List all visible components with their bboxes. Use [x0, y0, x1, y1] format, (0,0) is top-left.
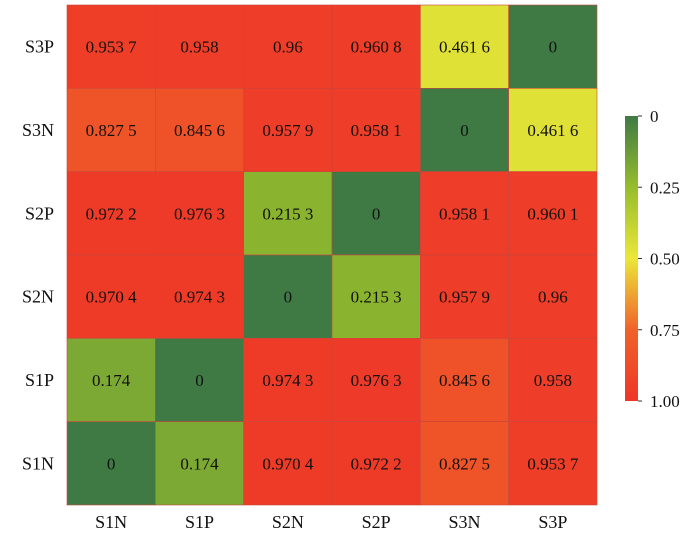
cell-value-label: 0.215 3: [351, 288, 402, 307]
y-tick-label: S2P: [25, 203, 54, 223]
cell-value-label: 0.174: [92, 371, 131, 390]
colorbar-tick-label: 1.00: [650, 392, 680, 411]
cell-value-label: 0.976 3: [174, 204, 225, 223]
cell-value-label: 0.974 3: [174, 288, 225, 307]
x-tick-label: S3N: [448, 512, 480, 532]
heatmap-cell: [331, 421, 421, 506]
x-tick-label: S1P: [185, 512, 214, 532]
heatmap-cells: 0.953 7 0.958 0.96 0.960 8 0.461 6 0 0.827 5 0.…: [66, 4, 598, 506]
cell-value-label: 0: [372, 204, 381, 223]
heatmap-cell: [243, 254, 333, 339]
cell-value-label: 0.958 1: [351, 121, 402, 140]
cell-value-label: 0.845 6: [439, 371, 490, 390]
heatmap-cell: [508, 254, 598, 339]
colorbar-tick-label: 0.50: [650, 250, 680, 269]
heatmap-cell: [420, 421, 509, 506]
heatmap-cell: [508, 4, 598, 89]
colorbar-gradient: [625, 116, 638, 401]
cell-value-label: 0.827 5: [439, 454, 490, 473]
colorbar-tick-label: 0.75: [650, 321, 680, 340]
heatmap-cell: [243, 338, 333, 422]
cell-value-label: 0.96: [538, 288, 568, 307]
heatmap-cell: [243, 4, 333, 89]
cell-value-label: 0.957 9: [439, 288, 490, 307]
x-tick-label: S2P: [362, 512, 391, 532]
cell-value-label: 0.958: [534, 371, 572, 390]
cell-value-label: 0.953 7: [527, 454, 579, 473]
cell-value-label: 0.174: [180, 454, 219, 473]
heatmap-cell: [155, 4, 244, 89]
y-tick-label: S2N: [22, 287, 54, 307]
cell-value-label: 0.976 3: [351, 371, 402, 390]
colorbar-tick-label: 0.25: [650, 178, 680, 197]
cell-value-label: 0.974 3: [262, 371, 313, 390]
colorbar: 0 0.25 0.50 0.75 1.00: [625, 107, 680, 411]
cell-value-label: 0.461 6: [527, 121, 578, 140]
heatmap-cell: [508, 421, 598, 506]
y-tick-label: S3N: [22, 120, 54, 140]
heatmap-cell: [508, 338, 598, 422]
x-axis-ticks: S1N S1P S2N S2P S3N S3P: [95, 512, 567, 532]
cell-value-label: 0.845 6: [174, 121, 225, 140]
cell-value-label: 0: [284, 288, 293, 307]
heatmap-cell: [420, 254, 509, 339]
heatmap-cell: [331, 338, 421, 422]
x-tick-label: S1N: [95, 512, 127, 532]
heatmap-cell: [420, 338, 509, 422]
colorbar-tick-label: 0: [650, 107, 659, 126]
cell-value-label: 0.960 1: [527, 204, 578, 223]
cell-value-label: 0: [460, 121, 469, 140]
colorbar-ticks: 0 0.25 0.50 0.75 1.00: [638, 107, 680, 411]
cell-value-label: 0.972 2: [86, 204, 137, 223]
heatmap-cell: [243, 171, 333, 256]
heatmap-cell: [155, 171, 244, 256]
heatmap-cell: [331, 4, 421, 89]
cell-value-label: 0: [549, 38, 558, 57]
y-tick-label: S1P: [25, 370, 54, 390]
y-tick-label: S3P: [25, 37, 54, 57]
heatmap-cell: [155, 254, 244, 339]
cell-value-label: 0: [195, 371, 204, 390]
heatmap-cell: [331, 254, 421, 339]
cell-value-label: 0.215 3: [262, 204, 313, 223]
cell-value-label: 0.970 4: [86, 288, 138, 307]
cell-value-label: 0.461 6: [439, 38, 490, 57]
y-tick-label: S1N: [22, 453, 54, 473]
x-tick-label: S2N: [272, 512, 304, 532]
heatmap-cell: [420, 171, 509, 256]
cell-value-label: 0.958 1: [439, 204, 490, 223]
heatmap-cell: [331, 171, 421, 256]
heatmap-cell: [508, 88, 598, 172]
heatmap-cell: [66, 4, 156, 89]
heatmap-cell: [66, 338, 156, 422]
heatmap-cell: [155, 88, 244, 172]
heatmap-cell: [66, 254, 156, 339]
heatmap-cell: [420, 4, 509, 89]
cell-value-label: 0.970 4: [262, 454, 314, 473]
cell-value-label: 0.972 2: [351, 454, 402, 473]
cell-value-label: 0.960 8: [351, 38, 402, 57]
x-tick-label: S3P: [538, 512, 567, 532]
cell-value-label: 0.96: [273, 38, 303, 57]
heatmap-cell: [66, 421, 156, 506]
heatmap-cell: [508, 171, 598, 256]
cell-value-label: 0.827 5: [86, 121, 137, 140]
cell-value-label: 0.958: [180, 38, 218, 57]
cell-value-label: 0: [107, 454, 116, 473]
y-axis-ticks: S3P S3N S2P S2N S1P S1N: [22, 37, 54, 474]
cell-value-label: 0.957 9: [262, 121, 313, 140]
cell-value-label: 0.953 7: [86, 38, 138, 57]
heatmap-cell: [331, 88, 421, 172]
heatmap-cell: [66, 171, 156, 256]
